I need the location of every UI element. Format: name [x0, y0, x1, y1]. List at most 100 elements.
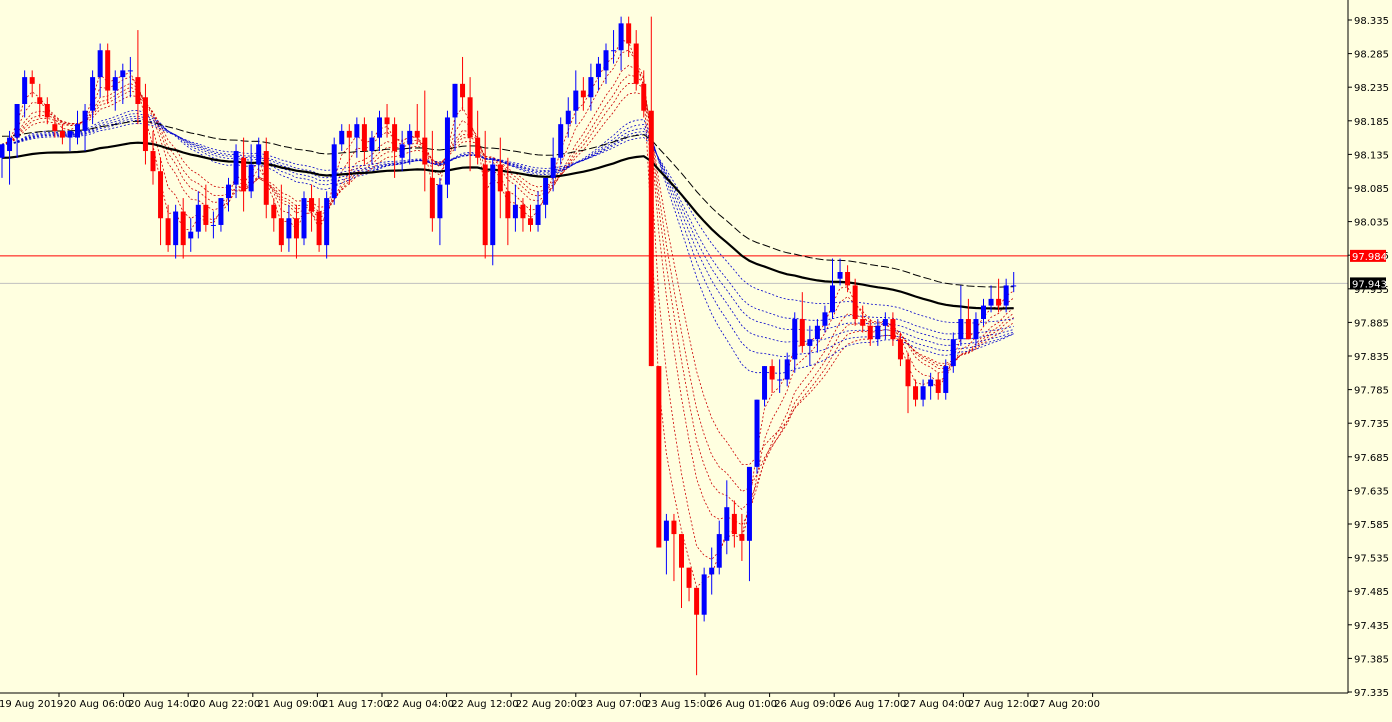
candle-body[interactable]	[210, 224, 216, 226]
candle-body[interactable]	[180, 211, 186, 246]
candle-body[interactable]	[158, 171, 164, 219]
candle-body[interactable]	[37, 97, 43, 104]
candle-body[interactable]	[293, 218, 299, 239]
candle-body[interactable]	[361, 124, 367, 152]
candle-body[interactable]	[444, 117, 450, 185]
candle-body[interactable]	[22, 77, 28, 104]
candle-body[interactable]	[965, 319, 971, 340]
candle-body[interactable]	[369, 137, 375, 152]
candle-body[interactable]	[203, 204, 209, 225]
candle-body[interactable]	[14, 104, 20, 138]
candle-body[interactable]	[777, 379, 783, 381]
candle-body[interactable]	[256, 144, 262, 165]
candle-body[interactable]	[233, 151, 239, 185]
candle-body[interactable]	[875, 325, 881, 340]
candle-body[interactable]	[127, 70, 133, 72]
candle-body[interactable]	[173, 211, 179, 246]
candle-body[interactable]	[7, 137, 13, 152]
candle-body[interactable]	[958, 319, 964, 340]
candle-body[interactable]	[324, 198, 330, 246]
candle-body[interactable]	[731, 513, 737, 535]
candle-body[interactable]	[59, 130, 65, 138]
candle-body[interactable]	[248, 164, 254, 192]
candle-body[interactable]	[573, 90, 579, 111]
candle-body[interactable]	[90, 77, 96, 111]
candle-body[interactable]	[429, 177, 435, 219]
candle-body[interactable]	[679, 534, 684, 568]
candle-body[interactable]	[716, 534, 722, 568]
candle-body[interactable]	[709, 567, 715, 575]
candle-body[interactable]	[407, 130, 413, 145]
candle-body[interactable]	[897, 339, 903, 360]
candle-body[interactable]	[905, 359, 911, 387]
candle-body[interactable]	[392, 124, 398, 152]
candle-body[interactable]	[611, 50, 617, 52]
candle-body[interactable]	[996, 298, 1002, 306]
candle-body[interactable]	[384, 117, 390, 125]
candle-body[interactable]	[346, 130, 352, 138]
candle-body[interactable]	[505, 191, 511, 219]
candle-body[interactable]	[822, 312, 828, 326]
candle-body[interactable]	[852, 285, 858, 320]
candle-body[interactable]	[165, 218, 171, 246]
candle-body[interactable]	[301, 198, 307, 239]
candle-body[interactable]	[528, 218, 533, 225]
candle-body[interactable]	[867, 325, 873, 340]
candle-body[interactable]	[694, 587, 700, 615]
candle-body[interactable]	[490, 164, 496, 246]
candle-body[interactable]	[686, 567, 692, 588]
candle-body[interactable]	[1003, 285, 1009, 306]
candle-body[interactable]	[588, 77, 594, 98]
candle-body[interactable]	[286, 218, 292, 239]
candle-body[interactable]	[603, 50, 609, 71]
candle-body[interactable]	[860, 319, 866, 326]
candle-body[interactable]	[142, 97, 148, 152]
candle-body[interactable]	[663, 520, 669, 541]
candle-body[interactable]	[950, 339, 956, 367]
candle-body[interactable]	[814, 325, 820, 340]
candle-body[interactable]	[460, 83, 466, 98]
candle-body[interactable]	[422, 137, 428, 165]
candle-body[interactable]	[626, 23, 632, 44]
candle-body[interactable]	[792, 319, 798, 360]
candle-body[interactable]	[520, 204, 526, 219]
candle-body[interactable]	[739, 534, 745, 541]
candle-body[interactable]	[218, 198, 224, 225]
candle-body[interactable]	[845, 272, 851, 286]
candle-body[interactable]	[475, 137, 481, 158]
candle-body[interactable]	[482, 164, 488, 246]
candle-body[interactable]	[724, 507, 730, 541]
candle-body[interactable]	[452, 83, 458, 118]
candle-body[interactable]	[762, 366, 768, 400]
candle-body[interactable]	[263, 151, 269, 205]
candle-body[interactable]	[928, 379, 934, 387]
candle-body[interactable]	[512, 204, 518, 219]
candle-body[interactable]	[943, 366, 949, 393]
candle-body[interactable]	[656, 366, 662, 548]
candle-body[interactable]	[437, 184, 443, 219]
candle-body[interactable]	[82, 110, 88, 131]
candle-body[interactable]	[882, 319, 888, 326]
candle-body[interactable]	[550, 157, 556, 178]
candle-body[interactable]	[150, 151, 156, 172]
candle-body[interactable]	[241, 157, 247, 192]
candle-body[interactable]	[188, 231, 194, 239]
candle-body[interactable]	[746, 466, 752, 541]
candle-body[interactable]	[399, 144, 405, 158]
candle-body[interactable]	[354, 124, 360, 138]
candle-body[interactable]	[29, 77, 35, 84]
candle-body[interactable]	[195, 204, 201, 232]
candle-body[interactable]	[830, 285, 835, 313]
candle-body[interactable]	[120, 70, 126, 78]
candle-body[interactable]	[497, 164, 503, 192]
candle-body[interactable]	[565, 110, 571, 125]
candle-body[interactable]	[807, 339, 813, 346]
candle-body[interactable]	[769, 366, 775, 380]
candle-body[interactable]	[535, 204, 541, 225]
candle-body[interactable]	[67, 130, 73, 138]
candle-body[interactable]	[913, 386, 919, 400]
candle-body[interactable]	[467, 97, 473, 138]
candle-body[interactable]	[648, 110, 654, 367]
